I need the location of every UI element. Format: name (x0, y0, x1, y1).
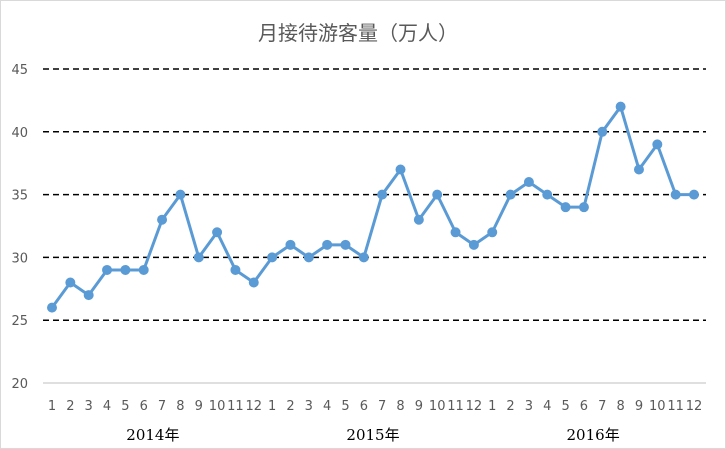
data-point (413, 214, 424, 225)
y-tick-label: 35 (11, 189, 28, 204)
x-tick-label: 5 (561, 399, 569, 414)
x-tick-label: 6 (580, 399, 588, 414)
x-tick-label: 8 (396, 399, 404, 414)
x-tick-label: 3 (85, 399, 93, 414)
y-tick-label: 45 (11, 63, 28, 78)
data-point (652, 139, 663, 150)
x-tick-label: 4 (543, 399, 551, 414)
series-line (50, 105, 696, 310)
data-point (505, 189, 516, 200)
data-point (65, 277, 76, 288)
x-tick-label: 9 (195, 399, 203, 414)
data-point (578, 202, 589, 213)
x-tick-label: 5 (341, 399, 349, 414)
x-tick-label: 3 (525, 399, 533, 414)
x-tick-label: 11 (227, 399, 244, 414)
data-point (615, 101, 626, 112)
x-tick-label: 12 (466, 399, 483, 414)
data-point (212, 227, 223, 238)
x-tick-label: 11 (667, 399, 684, 414)
x-tick-label: 10 (649, 399, 666, 414)
data-point (670, 189, 681, 200)
data-point (395, 164, 406, 175)
data-point (303, 252, 314, 263)
data-point (450, 227, 461, 238)
data-point (523, 177, 534, 188)
x-tick-label: 7 (158, 399, 166, 414)
data-point (157, 214, 168, 225)
data-point (47, 302, 57, 313)
y-tick-label: 30 (11, 251, 28, 266)
x-tick-label: 9 (415, 399, 423, 414)
data-point (120, 264, 131, 275)
data-point (248, 277, 259, 288)
y-tick-label: 25 (11, 314, 28, 329)
x-axis-year-groups: 2014年 2015年 2016年 (126, 426, 619, 444)
data-point (468, 239, 479, 250)
x-tick-label: 6 (140, 399, 148, 414)
x-tick-label: 9 (635, 399, 643, 414)
data-point (432, 189, 443, 200)
x-tick-label: 7 (598, 399, 606, 414)
x-tick-label: 2 (286, 399, 294, 414)
data-point (267, 252, 278, 263)
x-tick-label: 4 (103, 399, 111, 414)
data-point (322, 239, 333, 250)
data-point (193, 252, 204, 263)
x-tick-label: 2 (506, 399, 514, 414)
x-tick-label: 1 (48, 399, 56, 414)
data-point (230, 264, 241, 275)
x-tick-label: 2 (66, 399, 74, 414)
x-tick-label: 1 (488, 399, 496, 414)
data-point (102, 264, 113, 275)
data-point (377, 189, 388, 200)
data-point (633, 164, 644, 175)
data-point (358, 252, 369, 263)
x-tick-label: 3 (305, 399, 313, 414)
x-tick-label: 10 (429, 399, 446, 414)
data-point (175, 189, 186, 200)
x-tick-label: 5 (121, 399, 129, 414)
y-axis-ticks: 20 25 30 35 40 45 (11, 63, 28, 392)
data-point (487, 227, 498, 238)
series-layer (47, 101, 699, 313)
data-point (340, 239, 351, 250)
x-tick-label: 10 (209, 399, 226, 414)
data-point (83, 290, 94, 301)
data-point (689, 189, 699, 200)
data-point (138, 264, 149, 275)
gridlines (43, 68, 706, 384)
x-group-label: 2016年 (567, 426, 620, 444)
chart-title: 月接待游客量（万人） (258, 21, 458, 45)
x-tick-label: 7 (378, 399, 386, 414)
data-point (597, 126, 608, 137)
x-tick-label: 1 (268, 399, 276, 414)
y-tick-label: 20 (11, 377, 28, 392)
data-point (285, 239, 296, 250)
x-tick-label: 8 (176, 399, 184, 414)
x-group-label: 2014年 (126, 426, 179, 444)
data-point (560, 202, 571, 213)
y-tick-label: 40 (11, 126, 28, 141)
x-tick-label: 12 (245, 399, 262, 414)
x-tick-label: 6 (360, 399, 368, 414)
x-axis-ticks: 1 2 3 4 5 6 7 8 9 10 11 12 1 2 3 4 5 6 7 8 9 10 11 12 1 2 3 4 5 6 7 8 9 1… (48, 399, 702, 414)
x-tick-label: 12 (686, 399, 703, 414)
x-tick-label: 11 (447, 399, 464, 414)
data-point (542, 189, 553, 200)
x-tick-label: 4 (323, 399, 331, 414)
x-group-label: 2015年 (346, 426, 399, 444)
x-tick-label: 8 (616, 399, 624, 414)
